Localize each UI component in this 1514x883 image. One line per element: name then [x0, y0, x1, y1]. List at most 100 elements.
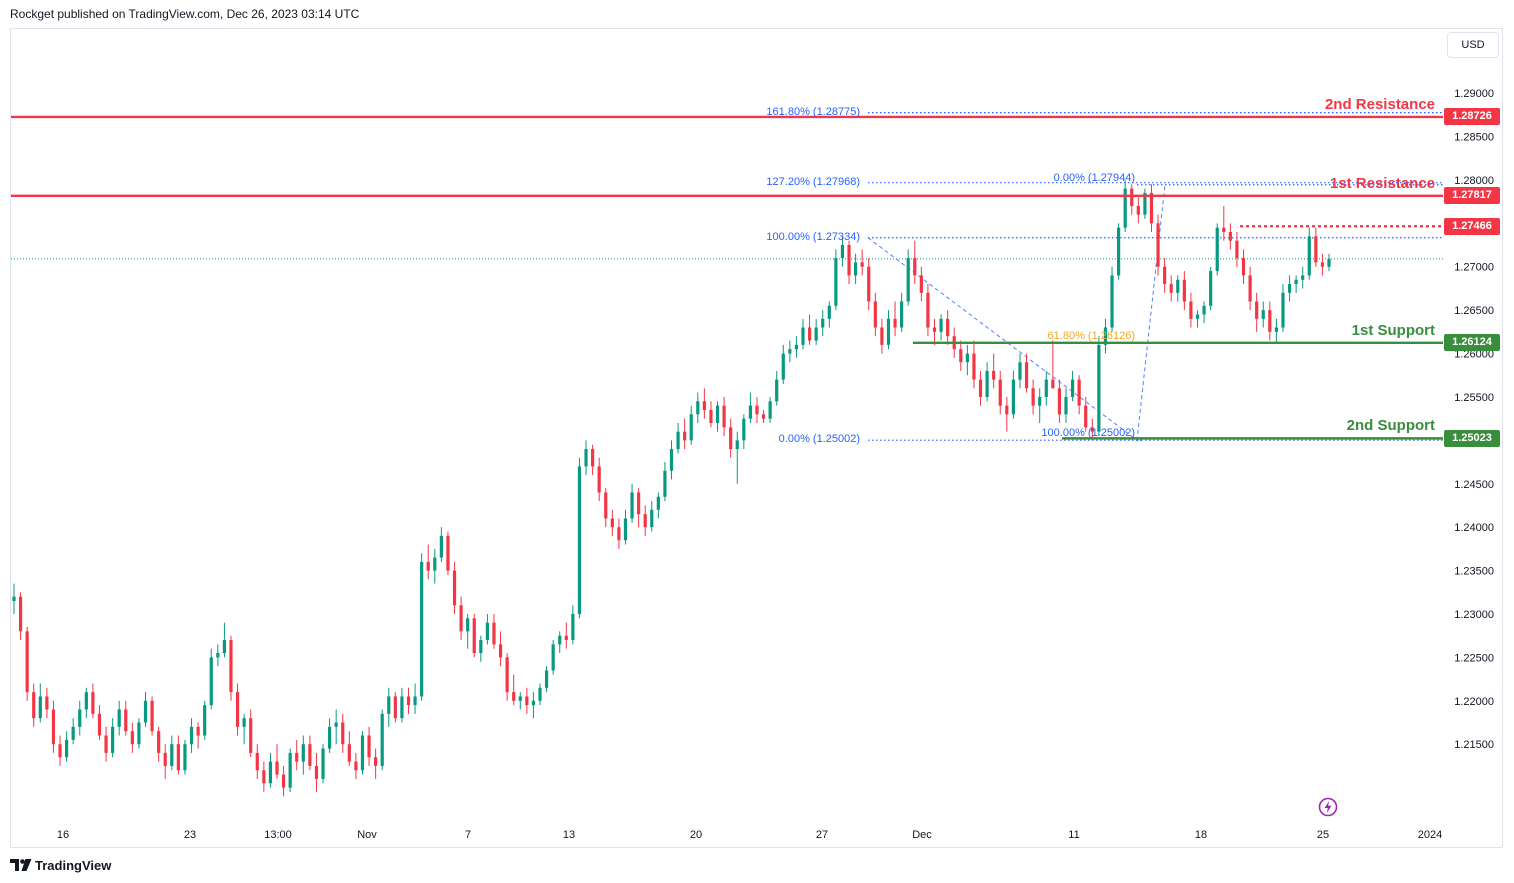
candle-body [281, 774, 286, 788]
candle-body [1018, 362, 1022, 380]
candle-body [1222, 227, 1226, 233]
candle-body [1011, 379, 1015, 415]
candle-body [433, 557, 437, 571]
candle [1268, 301, 1272, 341]
candle [295, 739, 299, 771]
candle-body [761, 414, 766, 419]
candle [1123, 179, 1127, 233]
candle [656, 492, 660, 519]
candle [1156, 214, 1160, 276]
x-tick-label: 20 [690, 829, 702, 841]
candle [788, 340, 792, 363]
candle [597, 457, 601, 502]
y-tick-label: 1.28500 [1454, 132, 1494, 144]
candle [143, 692, 148, 727]
candle-body [847, 245, 851, 276]
candle [551, 640, 555, 675]
candle [130, 722, 134, 753]
x-tick-label: 18 [1195, 829, 1207, 841]
candle-body [157, 731, 161, 753]
candle-body [1051, 379, 1055, 389]
candle [58, 735, 62, 766]
support-resistance-levels [11, 115, 1443, 440]
candle-body [71, 726, 75, 740]
candle-body [143, 700, 148, 723]
candle [525, 687, 529, 714]
candle [1057, 379, 1062, 423]
candle-body [880, 327, 884, 345]
candle [978, 370, 983, 406]
candle-body [900, 301, 904, 328]
candle [196, 722, 200, 749]
candle [709, 401, 713, 428]
candle-body [485, 622, 489, 641]
candle-body [742, 418, 746, 441]
candle-body [735, 440, 739, 450]
candle [406, 687, 411, 714]
candle-body [58, 744, 62, 758]
candle [433, 548, 437, 584]
candle [558, 631, 562, 654]
candle [781, 344, 785, 384]
candle-body [18, 596, 23, 632]
candle [18, 592, 23, 641]
candle-body [308, 744, 312, 766]
candle [637, 488, 641, 528]
candle-body [854, 262, 858, 276]
candle-body [321, 748, 325, 779]
candle [1143, 188, 1147, 219]
level-label: 1st Support [1351, 321, 1435, 339]
price-tag: 1.28726 [1444, 108, 1500, 126]
candle [873, 292, 877, 337]
candle [170, 735, 174, 771]
candle [71, 718, 75, 745]
candle-body [380, 713, 384, 766]
candle [617, 518, 621, 549]
candle [1169, 275, 1173, 302]
candle [65, 731, 69, 762]
candle-body [1136, 205, 1140, 215]
candle [1235, 232, 1239, 267]
brand-name: TradingView [35, 857, 112, 873]
candle-body [288, 752, 292, 788]
candle [189, 718, 194, 753]
candle-body [544, 670, 549, 688]
candle [538, 683, 542, 706]
candle [1117, 223, 1121, 280]
candle [1274, 318, 1278, 344]
candle [426, 544, 430, 580]
candle [393, 692, 397, 723]
candle-body [1320, 262, 1325, 267]
candle [1195, 310, 1200, 328]
currency-button[interactable]: USD [1447, 32, 1499, 58]
candle-body [1149, 192, 1154, 224]
candle [137, 718, 141, 749]
candle [689, 405, 693, 445]
candle-body [51, 709, 56, 745]
candle-body [604, 492, 608, 519]
candle-body [1084, 405, 1088, 428]
candle-body [78, 709, 82, 727]
candle-body [1070, 379, 1075, 397]
candle-body [97, 713, 102, 736]
candle [367, 726, 371, 766]
candle-body [1301, 275, 1305, 280]
x-axis: 16 23 13:00 Nov 7 13 20 27 Dec 11 18 25 2024 [57, 829, 1442, 841]
candle [1327, 253, 1331, 272]
footer-brand[interactable]: TradingView [10, 856, 111, 874]
candle [485, 613, 489, 645]
candle [1209, 266, 1213, 311]
candle-body [623, 518, 628, 541]
candle [512, 674, 516, 706]
candle-body [1327, 258, 1331, 267]
candle [51, 700, 56, 753]
candle-body [669, 449, 674, 471]
candle-body [32, 692, 36, 719]
tradingview-logo-icon [10, 859, 32, 871]
lightning-icon[interactable] [1318, 797, 1338, 817]
candle-body [814, 327, 818, 341]
candle-body [189, 726, 194, 745]
candle [669, 440, 674, 480]
candle [860, 249, 864, 276]
